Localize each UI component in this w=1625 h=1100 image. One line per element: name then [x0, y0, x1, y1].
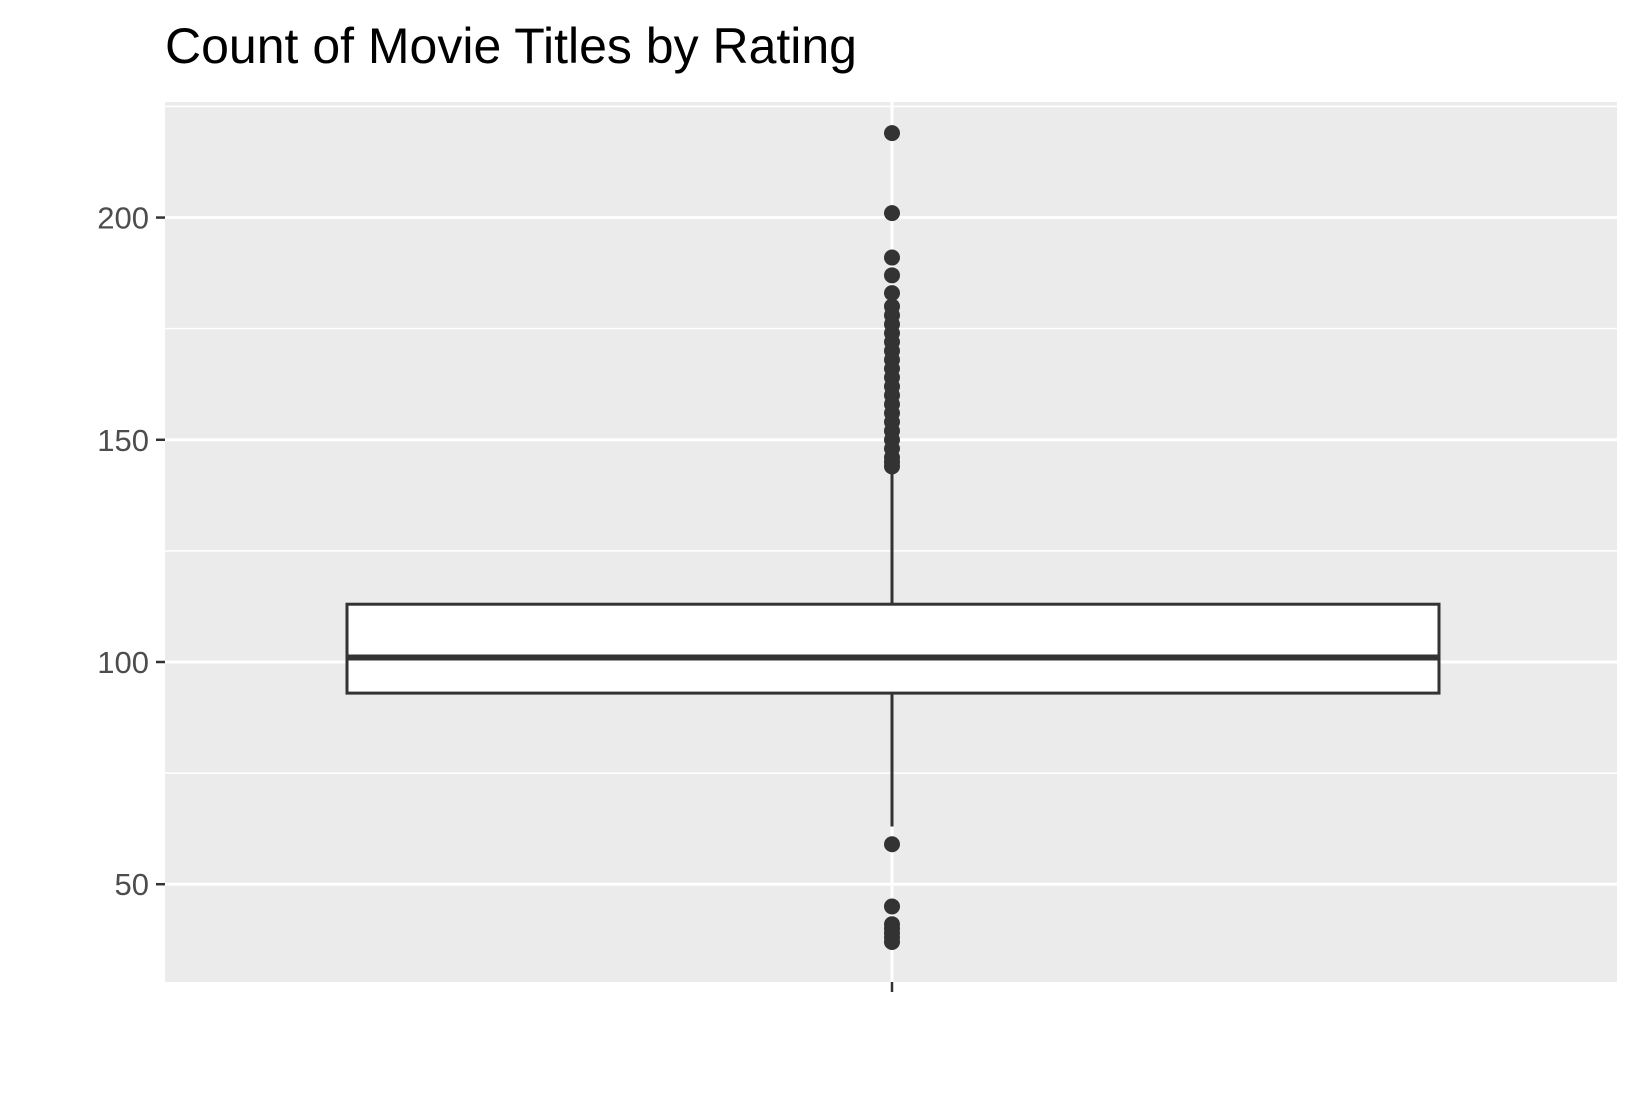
- y-tick-label: 100: [97, 645, 149, 680]
- box-iqr: [345, 602, 1441, 695]
- y-tick-label: 150: [97, 423, 149, 458]
- outlier-point: [884, 285, 900, 302]
- outlier-point: [884, 125, 900, 142]
- y-tick-label: 50: [115, 867, 149, 902]
- outlier-points: [884, 125, 900, 950]
- outlier-point: [884, 836, 900, 853]
- outlier-point: [884, 249, 900, 266]
- outlier-point: [884, 458, 900, 475]
- outlier-point: [884, 898, 900, 915]
- y-tick-label: 200: [97, 201, 149, 236]
- chart-title: Count of Movie Titles by Rating: [165, 18, 857, 74]
- outlier-point: [884, 934, 900, 950]
- y-axis: 50 100 150 200: [97, 201, 165, 902]
- outlier-point: [884, 205, 900, 222]
- outlier-point: [884, 267, 900, 284]
